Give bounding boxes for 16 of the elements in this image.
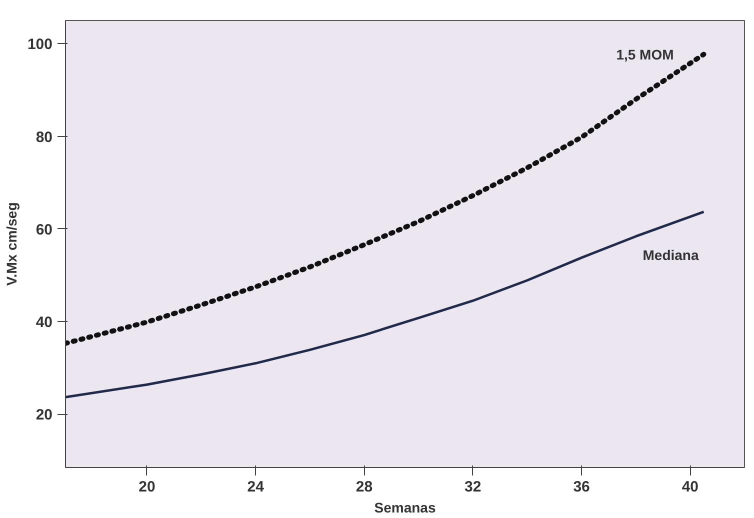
- x-tick-label: 20: [138, 478, 156, 496]
- y-tick-label: 60: [36, 221, 53, 238]
- y-tick-label: 40: [36, 314, 53, 332]
- y-tick-label: 100: [27, 36, 53, 54]
- x-tick-label: 32: [464, 478, 482, 496]
- x-tick-label: 36: [573, 478, 590, 496]
- y-tick-label: 20: [36, 406, 53, 424]
- y-tick-label: 80: [36, 128, 53, 146]
- series-label: 1,5 MOM: [616, 46, 674, 62]
- x-tick-label: 28: [356, 478, 373, 496]
- series-label: Mediana: [642, 246, 699, 263]
- x-tick-label: 24: [247, 478, 265, 496]
- y-axis-title: V.Mx cm/seg: [3, 202, 20, 286]
- x-axis-title: Semanas: [374, 500, 436, 516]
- line-series: [66, 210, 706, 398]
- x-tick-label: 40: [682, 478, 699, 496]
